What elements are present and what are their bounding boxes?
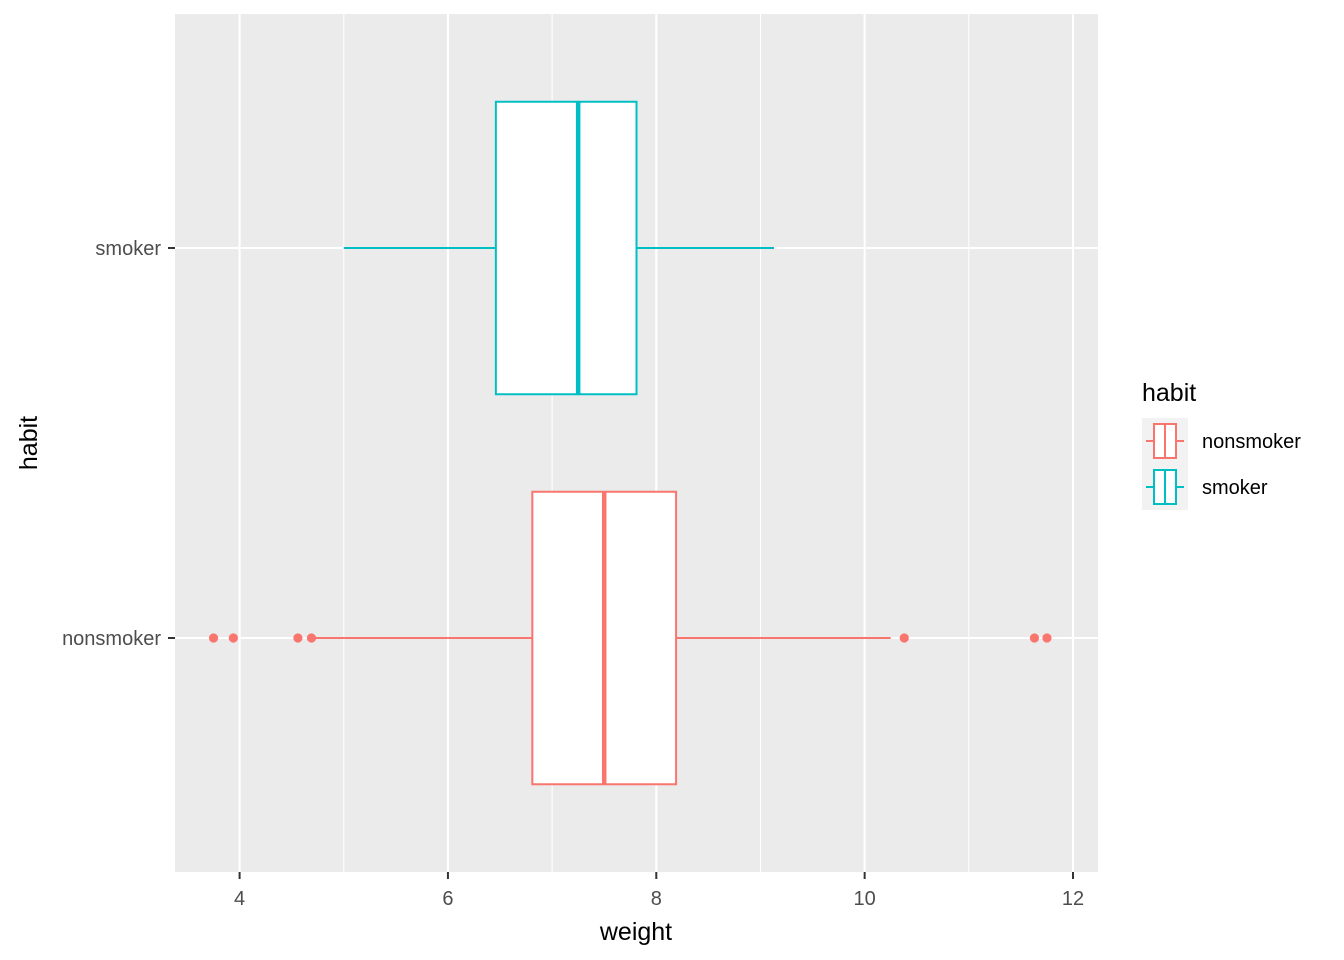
legend-title: habit (1142, 379, 1196, 407)
y-axis: nonsmoker smoker (62, 238, 175, 650)
legend: habit nonsmoker smoker (1142, 379, 1301, 510)
outlier-point (899, 633, 909, 643)
x-axis: 4 6 8 10 12 (234, 872, 1084, 910)
outlier-point (293, 633, 303, 643)
x-tick-label: 12 (1062, 888, 1084, 910)
y-tick-label-smoker: smoker (95, 238, 161, 260)
outlier-point (1029, 633, 1040, 643)
x-axis-title: weight (599, 918, 672, 946)
legend-label-nonsmoker: nonsmoker (1202, 431, 1301, 453)
box-nonsmoker (208, 490, 1052, 786)
box-iqr (494, 100, 638, 396)
box-smoker (343, 100, 775, 396)
x-tick-label: 6 (442, 888, 453, 910)
boxplot-boxes (208, 100, 1052, 786)
legend-label-smoker: smoker (1202, 477, 1268, 499)
legend-item-nonsmoker: nonsmoker (1142, 418, 1301, 464)
outlier-point (208, 633, 219, 643)
y-axis-title: habit (15, 416, 43, 470)
outlier-point (228, 633, 238, 643)
x-tick-label: 10 (854, 888, 876, 910)
legend-item-smoker: smoker (1142, 464, 1268, 510)
outlier-point (1042, 633, 1052, 643)
outlier-point (306, 633, 317, 643)
y-tick-label-nonsmoker: nonsmoker (62, 628, 161, 650)
x-tick-label: 4 (234, 888, 245, 910)
x-tick-label: 8 (651, 888, 662, 910)
